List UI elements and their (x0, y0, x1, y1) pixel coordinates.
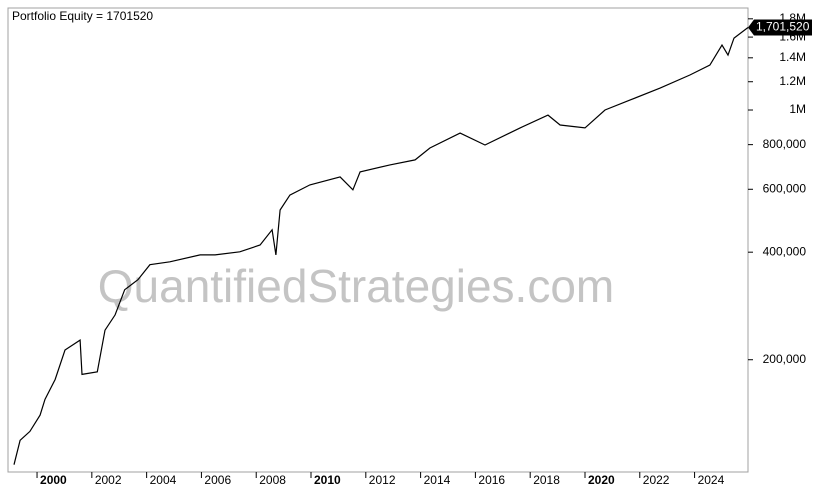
plot-frame (7, 7, 749, 473)
x-tick-label: 2018 (533, 473, 560, 487)
x-tick-label: 2024 (698, 473, 725, 487)
last-value-tag (748, 19, 812, 36)
x-tick-label: 2000 (40, 473, 67, 487)
x-tick-label: 2004 (150, 473, 177, 487)
y-tick-label: 1M (789, 102, 806, 116)
x-tick-label: 2010 (314, 473, 341, 487)
x-tick-label: 2008 (259, 473, 286, 487)
x-tick-label: 2014 (424, 473, 451, 487)
x-tick-label: 2022 (643, 473, 670, 487)
y-tick-label: 200,000 (763, 352, 807, 366)
watermark: QuantifiedStrategies.com (98, 260, 615, 312)
x-tick-label: 2016 (478, 473, 505, 487)
y-tick-label: 800,000 (763, 137, 807, 151)
y-tick-label: 1.4M (779, 50, 806, 64)
chart-title: Portfolio Equity = 1701520 (12, 9, 153, 23)
equity-line (13, 27, 749, 465)
last-value-label: 1,701,520 (756, 20, 810, 34)
x-tick-label: 2020 (588, 473, 615, 487)
y-tick-label: 400,000 (763, 244, 807, 258)
x-tick-label: 2012 (369, 473, 396, 487)
x-tick-label: 2006 (204, 473, 231, 487)
x-tick-label: 2002 (95, 473, 122, 487)
y-tick-label: 600,000 (763, 181, 807, 195)
y-tick-label: 1.2M (779, 74, 806, 88)
